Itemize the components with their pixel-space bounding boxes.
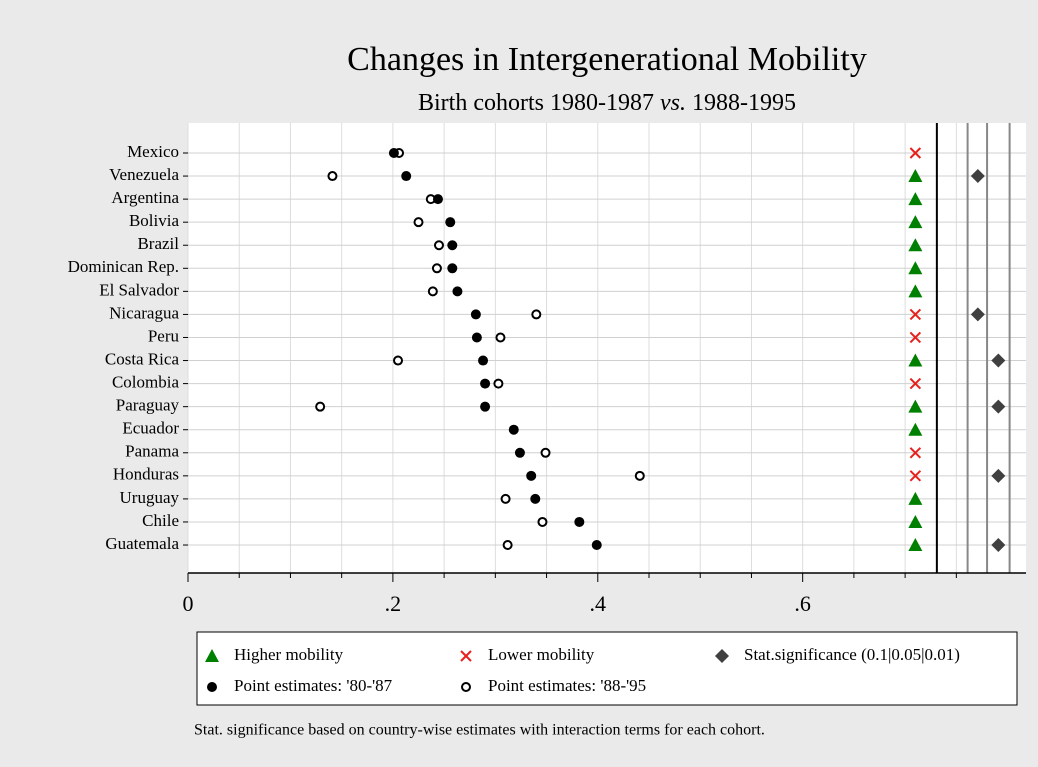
- y-tick-label: Chile: [142, 511, 179, 530]
- point-estimate: [508, 424, 519, 435]
- legend-label: Point estimates: '88-'95: [488, 676, 646, 695]
- point-estimate: [432, 194, 443, 205]
- legend-label: Higher mobility: [234, 645, 344, 664]
- point-estimate: [447, 240, 458, 251]
- point-estimate: [480, 401, 491, 412]
- point-estimate: [447, 263, 458, 274]
- y-tick-label: Dominican Rep.: [68, 257, 179, 276]
- triangle-marker: [205, 649, 219, 662]
- y-tick-label: Ecuador: [122, 419, 179, 438]
- point-estimate: [445, 217, 456, 228]
- x-tick-label: .4: [590, 591, 607, 616]
- cross-marker: [909, 147, 922, 159]
- point-estimate: [427, 286, 438, 297]
- point-estimate: [327, 171, 338, 182]
- point-estimate: [531, 309, 542, 320]
- y-tick-label: Venezuela: [109, 165, 179, 184]
- triangle-marker: [908, 514, 923, 528]
- triangle-marker: [908, 491, 923, 505]
- triangle-marker: [908, 238, 923, 252]
- note: Stat. significance based on country-wise…: [194, 722, 765, 739]
- diamond-marker: [715, 649, 729, 663]
- chart-subtitle: Birth cohorts 1980-1987 vs. 1988-1995: [418, 90, 796, 116]
- y-tick-label: Honduras: [113, 465, 179, 484]
- triangle-marker: [908, 192, 923, 206]
- y-tick-label: Peru: [148, 326, 180, 345]
- point-estimate: [591, 540, 602, 551]
- triangle-marker: [908, 215, 923, 229]
- x-tick-label: .6: [794, 591, 811, 616]
- triangle-marker: [908, 538, 923, 552]
- cross-marker: [909, 331, 922, 344]
- point-estimate: [452, 286, 463, 297]
- point-estimate: [480, 378, 491, 389]
- point-estimate: [530, 493, 541, 504]
- point-estimate: [514, 447, 525, 458]
- subtitle-part: 1988-1995: [686, 90, 796, 116]
- y-tick-label: Bolivia: [129, 211, 180, 230]
- point-estimate: [433, 240, 444, 251]
- point-estimate: [393, 355, 404, 366]
- legend-label: Lower mobility: [488, 645, 595, 664]
- diamond-marker: [970, 307, 985, 322]
- point-estimate: [431, 263, 442, 274]
- diamond-marker: [991, 538, 1006, 553]
- y-tick-label: Panama: [125, 442, 179, 461]
- triangle-marker: [908, 422, 923, 436]
- y-tick-label: Argentina: [111, 188, 179, 207]
- cross-marker: [909, 377, 922, 390]
- point-estimate: [495, 332, 506, 343]
- x-tick-label: .2: [385, 591, 402, 616]
- point-estimate: [540, 447, 551, 458]
- triangle-marker: [908, 261, 923, 275]
- subtitle-part: Birth cohorts 1980-1987: [418, 90, 660, 116]
- triangle-marker: [908, 353, 923, 367]
- y-tick-label: Nicaragua: [109, 303, 179, 322]
- point-estimate: [478, 355, 489, 366]
- cross-marker: [909, 470, 922, 482]
- triangle-marker: [908, 284, 923, 298]
- diamond-marker: [991, 468, 1006, 483]
- diamond-marker: [991, 353, 1006, 368]
- triangle-marker: [908, 169, 923, 183]
- y-tick-label: Colombia: [112, 373, 180, 392]
- point-estimate: [401, 171, 412, 182]
- cross-marker: [909, 308, 922, 321]
- point-estimate: [634, 470, 645, 481]
- triangle-marker: [908, 399, 923, 413]
- cross-marker: [460, 650, 472, 662]
- diamond-marker: [991, 399, 1006, 414]
- y-tick-label: Mexico: [127, 142, 179, 161]
- legend-label: Stat.significance (0.1|0.05|0.01): [744, 645, 960, 664]
- point-estimate: [388, 148, 399, 158]
- point-estimate: [471, 332, 482, 343]
- point-estimate: [413, 217, 424, 228]
- y-tick-label: Paraguay: [116, 396, 180, 415]
- y-tick-label: Costa Rica: [105, 349, 180, 368]
- legend-label: Point estimates: '80-'87: [234, 676, 393, 695]
- point-estimate: [526, 470, 537, 481]
- point-estimate: [315, 401, 326, 412]
- y-tick-label: Uruguay: [120, 488, 180, 507]
- point-estimate: [470, 309, 481, 320]
- subtitle-part: vs.: [660, 90, 686, 116]
- plot-area: [188, 123, 1026, 573]
- point-estimate: [574, 516, 585, 527]
- y-tick-label: Brazil: [137, 234, 179, 253]
- cross-marker: [909, 447, 922, 459]
- y-tick-label: Guatemala: [105, 534, 179, 553]
- diamond-marker: [970, 169, 985, 184]
- point-estimate: [537, 516, 548, 527]
- x-tick-label: 0: [183, 591, 194, 616]
- point-estimate: [207, 682, 217, 692]
- y-tick-label: El Salvador: [99, 280, 179, 299]
- point-estimate: [493, 378, 504, 389]
- legend-box: [196, 631, 1018, 706]
- chart-title: Changes in Intergenerational Mobility: [347, 41, 867, 78]
- point-estimate: [502, 540, 513, 551]
- point-estimate: [500, 493, 511, 504]
- point-estimate: [461, 682, 471, 692]
